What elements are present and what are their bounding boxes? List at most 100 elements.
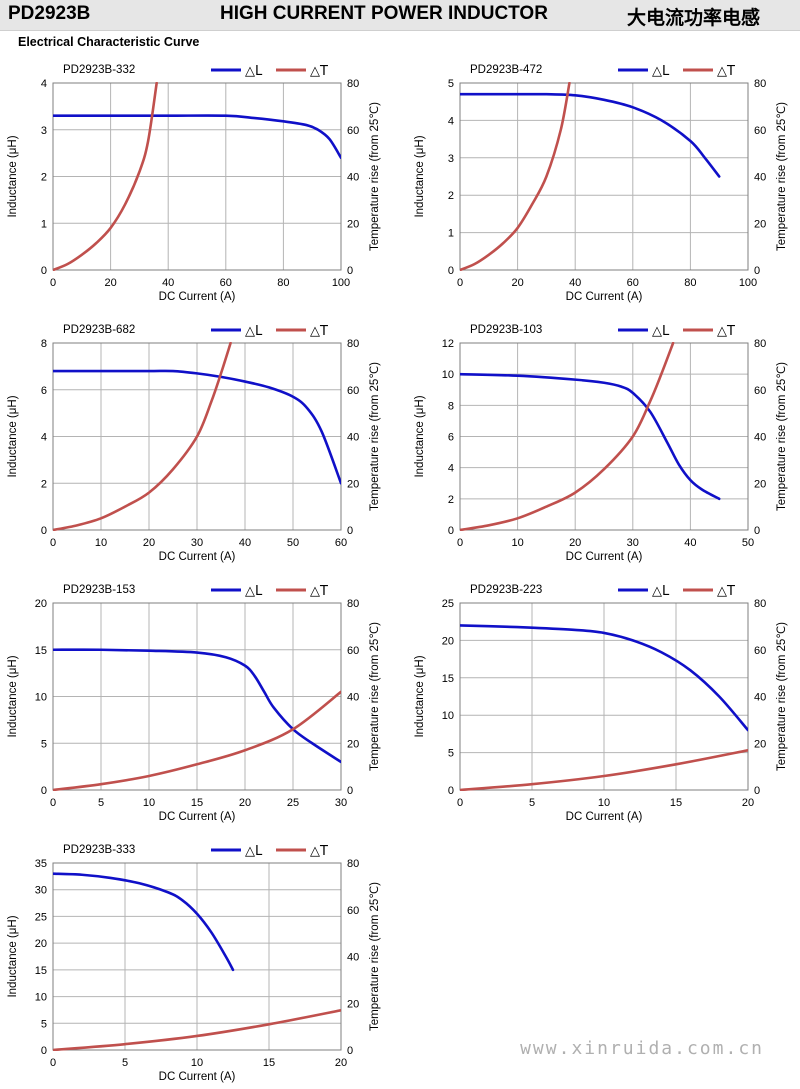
y-tick-label: 5 — [448, 748, 454, 760]
legend-label-inductance: △L — [245, 584, 263, 599]
inductance-curve — [460, 92, 721, 178]
y-tick-label: 20 — [35, 598, 47, 610]
y2-axis-label: Temperature rise (from 25℃) — [369, 102, 381, 251]
y-tick-label: 3 — [448, 153, 454, 165]
y2-tick-label: 0 — [347, 265, 353, 277]
y2-tick-label: 0 — [754, 525, 760, 537]
x-tick-label: 20 — [239, 797, 251, 809]
product-title: HIGH CURRENT POWER INDUCTOR — [220, 3, 548, 24]
y2-tick-label: 80 — [347, 598, 359, 610]
inductance-curve — [460, 372, 721, 501]
y2-tick-label: 0 — [754, 785, 760, 797]
y2-tick-label: 40 — [347, 172, 359, 184]
x-tick-label: 5 — [98, 797, 104, 809]
y2-tick-label: 80 — [347, 858, 359, 870]
y-tick-label: 10 — [35, 692, 47, 704]
x-tick-label: 100 — [739, 277, 757, 289]
x-tick-label: 40 — [239, 537, 251, 549]
y2-axis-label: Temperature rise (from 25℃) — [776, 102, 788, 251]
y-tick-label: 10 — [442, 369, 454, 381]
x-tick-label: 20 — [511, 277, 523, 289]
y-tick-label: 2 — [448, 494, 454, 506]
y2-tick-label: 60 — [754, 385, 766, 397]
x-tick-label: 60 — [627, 277, 639, 289]
y2-tick-label: 60 — [754, 125, 766, 137]
legend-label-inductance: △L — [245, 844, 263, 859]
temperature-curve — [53, 342, 232, 531]
section-title: Electrical Characteristic Curve — [18, 35, 200, 49]
temperature-curve — [53, 1008, 341, 1051]
chart-title: PD2923B-682 — [63, 324, 135, 336]
y-tick-label: 6 — [448, 432, 454, 444]
x-tick-label: 10 — [95, 537, 107, 549]
y2-tick-label: 60 — [347, 125, 359, 137]
y2-tick-label: 0 — [754, 265, 760, 277]
x-tick-label: 20 — [104, 277, 116, 289]
y2-tick-label: 20 — [754, 478, 766, 490]
temperature-curve — [53, 82, 158, 271]
legend-label-temperature: △T — [310, 324, 328, 339]
y-tick-label: 4 — [448, 115, 454, 127]
y-tick-label: 0 — [448, 265, 454, 277]
x-axis-label: DC Current (A) — [159, 291, 236, 303]
y2-tick-label: 20 — [347, 218, 359, 230]
x-tick-label: 0 — [50, 797, 56, 809]
x-tick-label: 10 — [143, 797, 155, 809]
temperature-curve — [460, 342, 675, 531]
y-tick-label: 0 — [41, 1045, 47, 1057]
chart-title: PD2923B-223 — [470, 584, 542, 596]
y2-tick-label: 40 — [754, 432, 766, 444]
y-tick-label: 5 — [41, 1018, 47, 1030]
y-tick-label: 20 — [35, 938, 47, 950]
x-tick-label: 15 — [670, 797, 682, 809]
x-tick-label: 10 — [191, 1057, 203, 1069]
x-tick-label: 80 — [277, 277, 289, 289]
x-axis-label: DC Current (A) — [566, 291, 643, 303]
y-tick-label: 1 — [41, 218, 47, 230]
legend-label-inductance: △L — [245, 324, 263, 339]
x-tick-label: 40 — [684, 537, 696, 549]
plot-area — [459, 602, 749, 791]
y-tick-label: 2 — [41, 478, 47, 490]
y-tick-label: 0 — [41, 265, 47, 277]
y-tick-label: 6 — [41, 385, 47, 397]
legend-label-inductance: △L — [652, 64, 670, 79]
legend-label-temperature: △T — [310, 584, 328, 599]
y2-tick-label: 80 — [754, 598, 766, 610]
y2-tick-label: 40 — [347, 692, 359, 704]
y-tick-label: 0 — [41, 525, 47, 537]
y-axis-label: Inductance (μH) — [7, 135, 19, 217]
inductance-curve — [53, 648, 341, 764]
y2-tick-label: 40 — [347, 952, 359, 964]
y-tick-label: 8 — [448, 400, 454, 412]
chart-title: PD2923B-472 — [470, 64, 542, 76]
y-tick-label: 3 — [41, 125, 47, 137]
x-tick-label: 15 — [191, 797, 203, 809]
y-tick-label: 12 — [442, 338, 454, 350]
y2-tick-label: 20 — [347, 478, 359, 490]
y-tick-label: 4 — [41, 432, 47, 444]
y2-tick-label: 60 — [347, 905, 359, 917]
x-axis-label: DC Current (A) — [159, 551, 236, 563]
y2-tick-label: 0 — [347, 1045, 353, 1057]
x-axis-label: DC Current (A) — [566, 811, 643, 823]
y2-tick-label: 80 — [754, 78, 766, 90]
y2-tick-label: 80 — [347, 338, 359, 350]
plot-area — [52, 862, 342, 1051]
y2-tick-label: 40 — [754, 172, 766, 184]
x-tick-label: 20 — [143, 537, 155, 549]
y-axis-label: Inductance (μH) — [414, 135, 426, 217]
chart-title: PD2923B-332 — [63, 64, 135, 76]
y-axis-label: Inductance (μH) — [7, 395, 19, 477]
plot-area — [52, 342, 342, 531]
y2-axis-label: Temperature rise (from 25℃) — [369, 622, 381, 771]
plot-area — [52, 602, 342, 791]
y2-tick-label: 20 — [754, 218, 766, 230]
y-tick-label: 5 — [41, 738, 47, 750]
x-tick-label: 20 — [742, 797, 754, 809]
legend-label-temperature: △T — [717, 64, 735, 79]
